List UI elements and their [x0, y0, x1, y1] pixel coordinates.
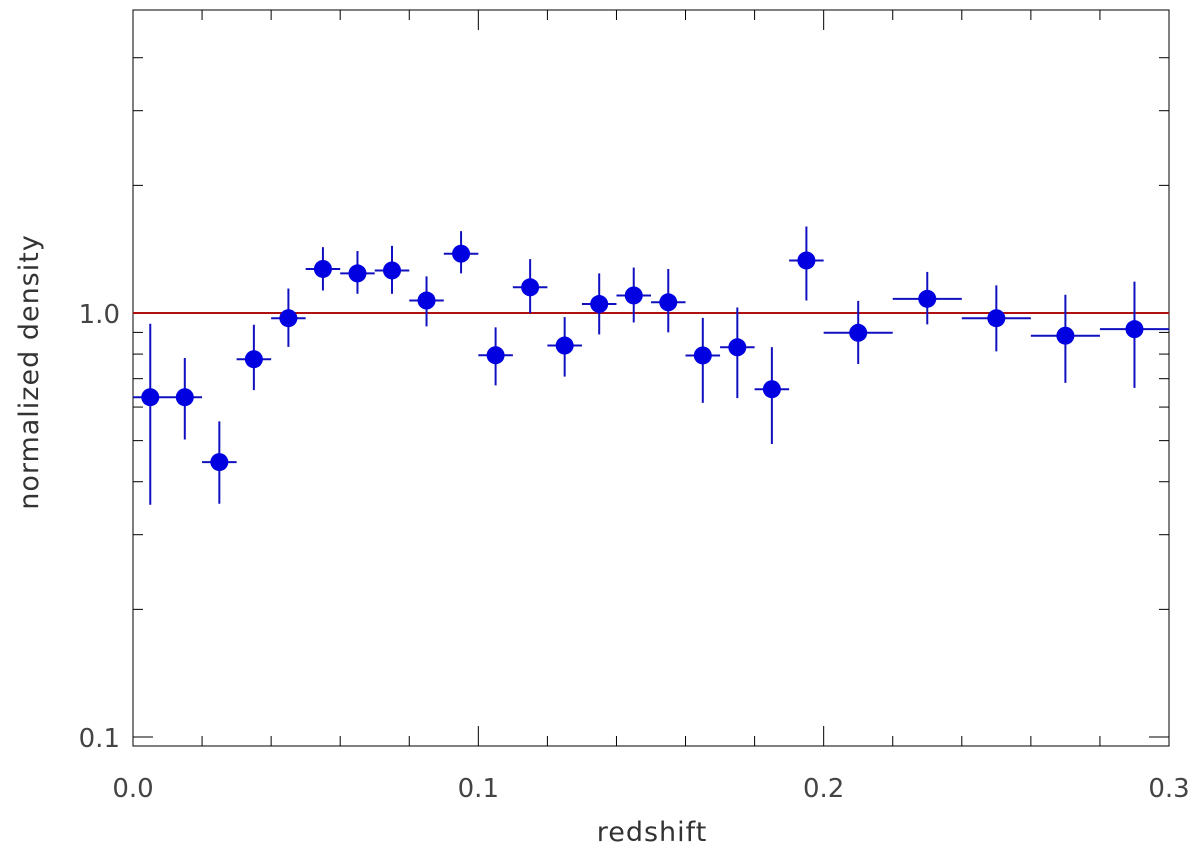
- data-point: [175, 388, 194, 407]
- data-point: [383, 261, 401, 280]
- data-point: [728, 338, 747, 357]
- x-tick-label: 0.3: [1148, 774, 1189, 804]
- x-tick-label: 0.0: [112, 774, 153, 804]
- y-tick-label: 0.1: [79, 724, 120, 754]
- data-point: [849, 323, 868, 342]
- data-point: [590, 295, 609, 314]
- data-point: [1125, 320, 1144, 339]
- data-point: [141, 388, 160, 407]
- data-point: [244, 350, 263, 369]
- plot-frame: [132, 9, 1170, 747]
- data-point: [1056, 326, 1075, 345]
- marker-group: [141, 244, 1144, 472]
- data-point: [693, 346, 712, 365]
- y-axis-label: normalized density: [14, 234, 45, 510]
- y-tick-label: 1.0: [79, 300, 120, 330]
- data-point: [659, 293, 678, 312]
- data-point: [452, 244, 471, 263]
- data-point: [624, 286, 643, 305]
- data-point: [521, 278, 540, 297]
- data-point: [486, 346, 505, 365]
- tick-label-group: 0.0 0.1 0.2 0.3 0.1 1.0: [79, 300, 1190, 804]
- data-point: [555, 336, 574, 355]
- data-point: [417, 291, 436, 310]
- x-tick-label: 0.2: [803, 774, 844, 804]
- data-point: [279, 309, 298, 328]
- data-point: [797, 251, 816, 270]
- data-point: [918, 289, 937, 308]
- x-tick-label: 0.1: [458, 774, 499, 804]
- data-point: [210, 453, 229, 472]
- data-point: [762, 380, 781, 399]
- errorbar-group: [133, 226, 1169, 505]
- x-axis-label: redshift: [597, 817, 708, 847]
- data-point: [348, 264, 367, 283]
- data-point: [987, 309, 1006, 328]
- data-point: [313, 259, 332, 278]
- plot-axes: [132, 9, 1170, 747]
